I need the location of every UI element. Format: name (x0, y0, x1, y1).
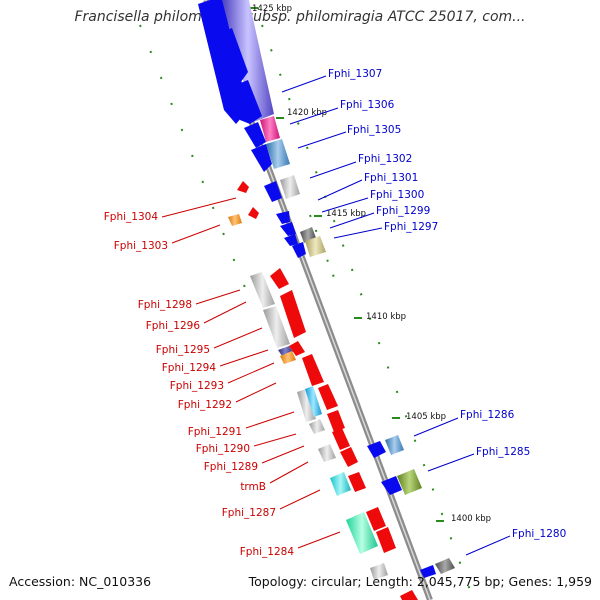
gene-arrow[interactable] (280, 222, 296, 236)
kbp-label: 1400 kbp (451, 514, 491, 524)
gene-label[interactable]: Fphi_1284 (240, 546, 295, 558)
accession-text: Accession: NC_010336 (9, 574, 152, 589)
gene-arrow[interactable] (318, 384, 338, 410)
gene-arrow[interactable] (280, 290, 306, 338)
kbp-label: 1405 kbp (406, 412, 446, 422)
gene-arrow[interactable] (420, 565, 436, 578)
gene-label[interactable]: Fphi_1290 (196, 443, 250, 455)
gene-block[interactable] (435, 558, 455, 574)
gene-arrow[interactable] (284, 234, 298, 246)
gene-block[interactable] (346, 512, 378, 554)
gene-block[interactable] (278, 346, 293, 356)
gene-label[interactable]: Fphi_1302 (358, 153, 412, 165)
gene-arrow[interactable] (348, 472, 366, 492)
kbp-ticks (250, 7, 444, 522)
gene-arrow[interactable] (381, 476, 402, 495)
gene-arrow[interactable] (228, 80, 262, 124)
gene-label[interactable]: Fphi_1297 (384, 221, 438, 233)
gene-label[interactable]: Fphi_1301 (364, 172, 418, 184)
reverse-gene-labels: Fphi_1304 Fphi_1303 Fphi_1298 Fphi_1296 … (104, 197, 341, 558)
gene-label[interactable]: Fphi_1298 (138, 299, 192, 311)
gene-arrow[interactable] (367, 441, 386, 458)
gene-label[interactable]: Fphi_1305 (347, 124, 401, 136)
gene-label[interactable]: Fphi_1300 (370, 189, 424, 201)
gene-arrow[interactable] (327, 410, 345, 432)
gene-block[interactable] (305, 236, 326, 257)
gene-block[interactable] (370, 563, 388, 580)
gene-block[interactable] (385, 435, 404, 455)
kbp-label: 1420 kbp (287, 108, 327, 118)
gene-label[interactable]: Fphi_1296 (146, 320, 201, 332)
gene-label[interactable]: Fphi_1293 (170, 380, 224, 392)
gene-block[interactable] (260, 116, 280, 142)
gene-label[interactable]: Fphi_1295 (156, 344, 210, 356)
gene-label[interactable]: Fphi_1289 (204, 461, 258, 473)
gene-label[interactable]: Fphi_1306 (340, 99, 395, 111)
gene-block[interactable] (330, 472, 351, 496)
gene-block[interactable] (263, 306, 290, 348)
gene-label[interactable]: Fphi_1291 (188, 426, 242, 438)
gene-block[interactable] (250, 272, 275, 308)
gene-label[interactable]: Fphi_1287 (222, 507, 276, 519)
gene-block[interactable] (309, 419, 325, 434)
gene-arrow[interactable] (302, 354, 324, 386)
gene-arrow[interactable] (244, 122, 266, 148)
gene-arrow[interactable] (213, 28, 248, 86)
gene-arrow[interactable] (289, 341, 305, 356)
gene-block[interactable] (222, 0, 274, 122)
gene-arrow[interactable] (264, 181, 282, 202)
gene-arrow[interactable] (276, 211, 290, 224)
gene-label[interactable]: Fphi_1304 (104, 211, 159, 223)
gene-arrow[interactable] (248, 207, 259, 219)
gene-arrow[interactable] (332, 428, 350, 450)
gene-label[interactable]: Fphi_1292 (178, 399, 232, 411)
gene-label[interactable]: Fphi_1285 (476, 446, 530, 458)
gene-arrow[interactable] (251, 144, 272, 172)
gene-block[interactable] (280, 175, 300, 199)
gene-arrow[interactable] (366, 507, 386, 531)
gene-block[interactable] (228, 214, 242, 226)
gene-label[interactable]: Fphi_1299 (376, 205, 430, 217)
kbp-label: 1410 kbp (366, 312, 406, 322)
gene-arrow[interactable] (270, 268, 289, 289)
gene-label[interactable]: Fphi_1294 (162, 362, 217, 374)
gene-arrow[interactable] (376, 527, 396, 553)
gene-block[interactable] (266, 139, 290, 169)
gene-label[interactable]: Fphi_1303 (114, 240, 168, 252)
forward-strand-genes (198, 0, 455, 578)
gene-block[interactable] (280, 351, 296, 364)
kbp-label: 1425 kbp (252, 4, 292, 14)
gene-block[interactable] (297, 389, 316, 422)
kbp-label: 1415 kbp (326, 209, 366, 219)
genome-title: Francisella philomiragia subsp. philomir… (74, 9, 526, 25)
gene-label[interactable]: Fphi_1280 (512, 528, 566, 540)
gene-block[interactable] (305, 386, 322, 417)
gene-block[interactable] (318, 444, 336, 462)
gene-label[interactable]: trmB (240, 481, 266, 493)
gene-label[interactable]: Fphi_1307 (328, 68, 382, 80)
topology-text: Topology: circular; Length: 2,045,775 bp… (248, 574, 592, 589)
gene-block[interactable] (397, 469, 422, 495)
gene-arrow[interactable] (292, 242, 306, 258)
forward-gene-labels: Fphi_1307 Fphi_1306 Fphi_1305 Fphi_1302 … (281, 68, 566, 556)
reverse-strand-genes (228, 181, 418, 600)
gene-label[interactable]: Fphi_1286 (460, 409, 515, 421)
gene-arrow[interactable] (340, 447, 358, 467)
gene-arrow[interactable] (400, 590, 418, 600)
gene-arrow[interactable] (237, 181, 249, 193)
